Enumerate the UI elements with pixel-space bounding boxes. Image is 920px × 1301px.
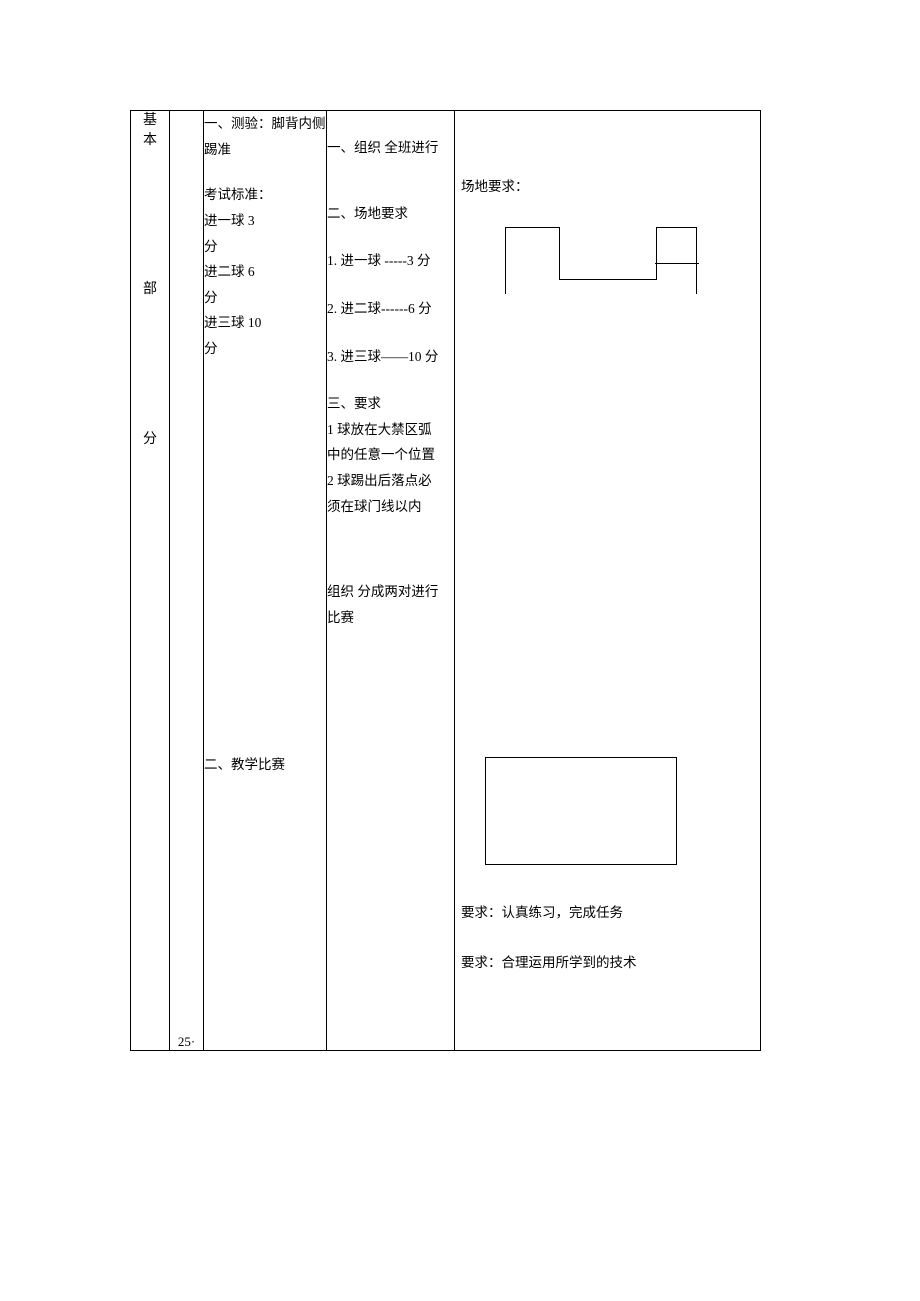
requirement-2: 要求：合理运用所学到的技术 xyxy=(461,951,637,971)
standard-label: 考试标准： xyxy=(204,182,326,208)
org-s3-1b: 中的任意一个位置 xyxy=(327,442,454,468)
organization-cell: 一、组织 全班进行 二、场地要求 1. 进一球 -----3 分 2. 进二球-… xyxy=(327,111,455,1051)
content-cell: 一、测验：脚背内侧踢准 考试标准： 进一球 3 分 进二球 6 分 进三球 10… xyxy=(204,111,327,1051)
requirement-1: 要求：认真练习，完成任务 xyxy=(461,901,623,921)
field-rectangle xyxy=(485,757,677,865)
test-title: 一、测验：脚背内侧踢准 xyxy=(204,111,326,162)
lesson-plan-table: 基 本 部 分 25· 一、测验：脚背内侧踢准 考试标准： 进一球 3 分 进二… xyxy=(130,110,761,1051)
org-sec2: 二、场地要求 xyxy=(327,201,454,227)
time-value: 25· xyxy=(178,1034,195,1049)
standard-3a: 进三球 10 xyxy=(204,310,326,336)
org-s2-1: 1. 进一球 -----3 分 xyxy=(327,248,454,274)
org-s2-2: 2. 进二球------6 分 xyxy=(327,296,454,322)
field-requirement-label: 场地要求： xyxy=(461,175,529,195)
org-s3-1a: 1 球放在大禁区弧 xyxy=(327,417,454,443)
section-label-cell: 基 本 部 分 xyxy=(131,111,170,1051)
standard-3b: 分 xyxy=(204,336,326,362)
goal-diagram xyxy=(505,227,715,295)
org-sec4a: 组织 分成两对进行 xyxy=(327,579,454,605)
standard-2b: 分 xyxy=(204,285,326,311)
match-title: 二、教学比赛 xyxy=(204,752,326,778)
section-char-2: 本 xyxy=(131,131,169,151)
org-s2-3: 3. 进三球——10 分 xyxy=(327,344,454,370)
org-sec3: 三、要求 xyxy=(327,391,454,417)
section-char-3: 部 xyxy=(131,280,169,300)
section-char-4: 分 xyxy=(131,430,169,450)
standard-1b: 分 xyxy=(204,234,326,260)
diagram-cell: 场地要求： 要求：认真练习，完成任务 要求：合理运用所学到的技术 xyxy=(455,111,761,1051)
org-sec4b: 比赛 xyxy=(327,605,454,631)
org-sec1: 一、组织 全班进行 xyxy=(327,135,454,161)
section-char-1: 基 xyxy=(131,111,169,131)
standard-1a: 进一球 3 xyxy=(204,208,326,234)
standard-2a: 进二球 6 xyxy=(204,259,326,285)
goal-small-box xyxy=(559,227,657,280)
time-cell: 25· xyxy=(170,111,204,1051)
goal-tick-line xyxy=(655,263,699,264)
org-s3-2b: 须在球门线以内 xyxy=(327,494,454,520)
org-s3-2a: 2 球踢出后落点必 xyxy=(327,468,454,494)
